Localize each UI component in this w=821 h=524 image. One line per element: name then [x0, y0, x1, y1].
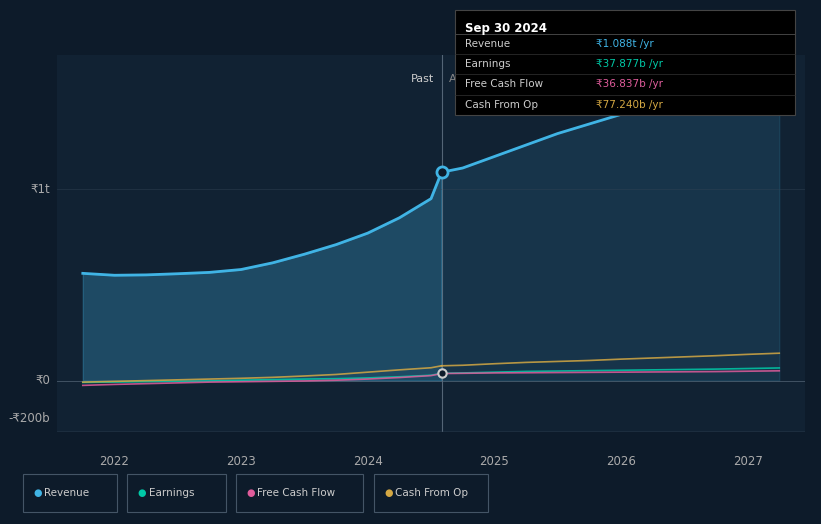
Text: Revenue: Revenue [44, 488, 89, 498]
Text: ●: ● [138, 488, 146, 498]
Text: ₹0: ₹0 [35, 374, 50, 387]
Text: 2027: 2027 [732, 455, 763, 468]
Text: Free Cash Flow: Free Cash Flow [257, 488, 335, 498]
Text: Cash From Op: Cash From Op [465, 100, 538, 110]
Text: Revenue: Revenue [465, 39, 510, 49]
Text: Sep 30 2024: Sep 30 2024 [465, 21, 547, 35]
Text: ●: ● [384, 488, 392, 498]
Text: Free Cash Flow: Free Cash Flow [465, 80, 543, 90]
Text: Earnings: Earnings [465, 59, 511, 69]
Text: -₹200b: -₹200b [8, 412, 50, 425]
Text: ●: ● [246, 488, 255, 498]
Text: Past: Past [410, 74, 434, 84]
Text: ₹77.240b /yr: ₹77.240b /yr [596, 100, 663, 110]
Text: 2024: 2024 [353, 455, 383, 468]
Text: ₹1.088t /yr: ₹1.088t /yr [596, 39, 654, 49]
Text: 2023: 2023 [227, 455, 256, 468]
Text: ₹37.877b /yr: ₹37.877b /yr [596, 59, 663, 69]
Text: Cash From Op: Cash From Op [395, 488, 468, 498]
Text: Earnings: Earnings [149, 488, 194, 498]
Text: 2022: 2022 [99, 455, 130, 468]
Text: 2025: 2025 [479, 455, 509, 468]
Text: Analysts Forecasts: Analysts Forecasts [449, 74, 553, 84]
Text: ₹1t: ₹1t [30, 182, 50, 195]
Text: ₹36.837b /yr: ₹36.837b /yr [596, 80, 663, 90]
Text: ●: ● [34, 488, 42, 498]
Text: 2026: 2026 [606, 455, 636, 468]
